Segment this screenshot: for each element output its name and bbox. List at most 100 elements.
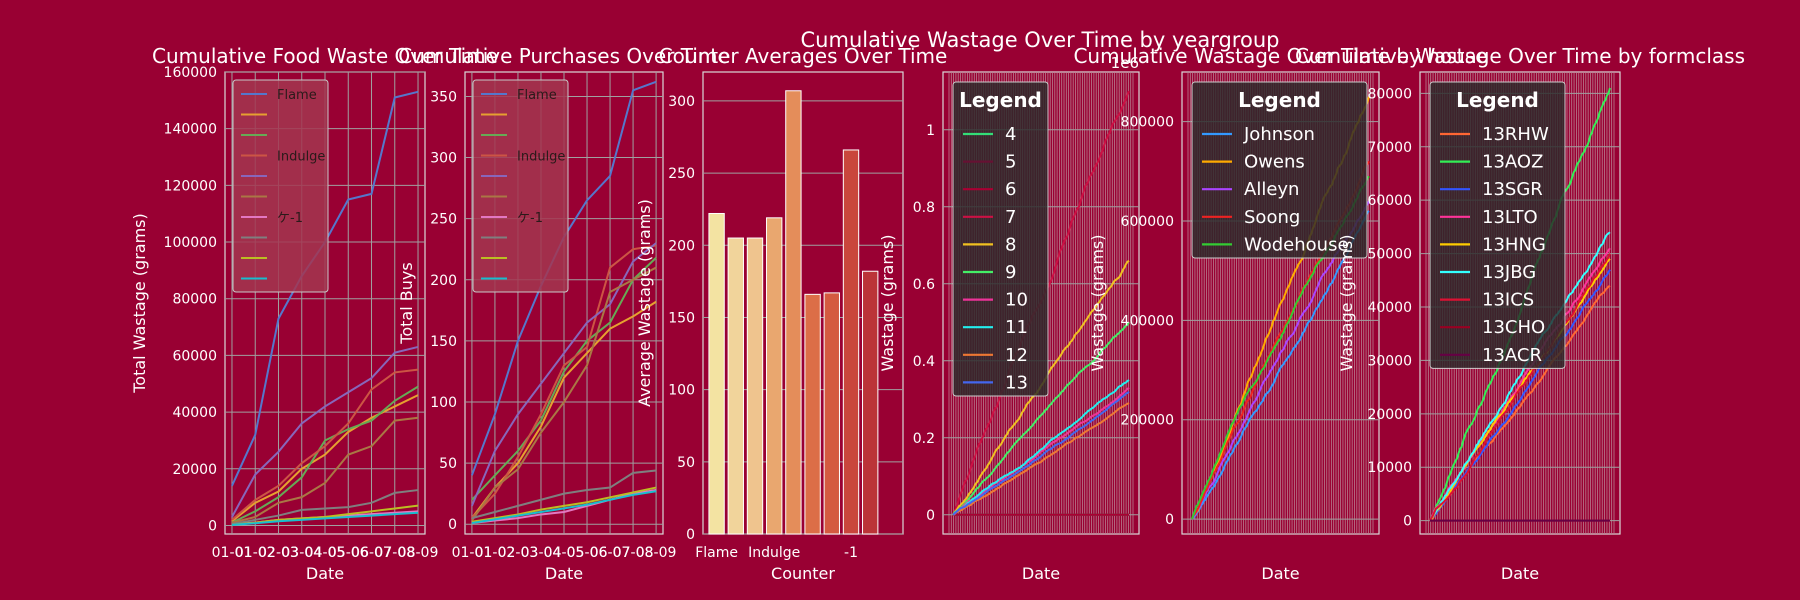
yeargroup-ytick-5: 1 [926, 123, 935, 139]
counter-averages-ytick-3: 150 [668, 310, 695, 326]
food-waste-ytick-6: 120000 [164, 178, 217, 194]
purchases-legend-label-0: Flame [517, 88, 557, 103]
purchases-ytick-4: 200 [430, 273, 457, 289]
formclass-ytick-1: 10000 [1367, 460, 1412, 476]
counter-averages-ytick-6: 300 [668, 94, 695, 110]
food-waste-xlabel: Date [306, 564, 344, 583]
yeargroup-ytick-1: 0.2 [913, 431, 935, 447]
yeargroup-ytick-0: 0 [926, 508, 935, 524]
counter-averages-xtick-7: -1 [844, 545, 858, 561]
formclass-legend-box [1429, 81, 1566, 369]
food-waste-legend-box [232, 79, 329, 293]
yeargroup-legend-label-4: 8 [1005, 234, 1016, 255]
formclass-ytick-2: 20000 [1367, 407, 1412, 423]
house-series-0 [1191, 210, 1370, 520]
food-waste-xtick-5: 05-06 [328, 545, 369, 561]
purchases-xlabel: Date [545, 564, 583, 583]
food-waste-legend-label-6: ケ-1 [277, 211, 303, 226]
counter-averages-bar-8 [862, 270, 879, 535]
yeargroup-series-5 [952, 321, 1130, 516]
formclass-title: Cumulative Wastage Over Time by formclas… [1295, 44, 1745, 68]
yeargroup-legend-label-8: 12 [1005, 345, 1028, 366]
food-waste-xtick-3: 03-04 [281, 545, 322, 561]
food-waste-xtick-2: 02-03 [258, 545, 299, 561]
counter-averages-xtick-0: Flame [695, 545, 738, 561]
counter-averages-bar-7 [842, 149, 860, 535]
formclass-ytick-8: 80000 [1367, 86, 1412, 102]
food-waste-legend-label-0: Flame [277, 88, 317, 103]
house-legend-label-0: Johnson [1243, 124, 1315, 145]
food-waste-series-9 [231, 511, 419, 526]
formclass-ylabel: Wastage (grams) [1337, 234, 1356, 371]
yeargroup-legend-label-7: 11 [1005, 317, 1028, 338]
yeargroup-legend-label-5: 9 [1005, 262, 1016, 283]
food-waste-series-3 [231, 368, 419, 521]
food-waste-title: Cumulative Food Waste Over Time [152, 44, 498, 68]
house-legend-box [1191, 81, 1368, 259]
yeargroup-legend-label-2: 6 [1005, 179, 1016, 200]
yeargroup-series-9 [952, 390, 1130, 516]
yeargroup-legend-label-6: 10 [1005, 290, 1028, 311]
formclass-ytick-4: 40000 [1367, 300, 1412, 316]
yeargroup-legend-label-0: 4 [1005, 124, 1016, 145]
formclass-legend-label-7: 13CHO [1482, 317, 1545, 338]
formclass-ytick-5: 50000 [1367, 247, 1412, 263]
formclass-legend-label-4: 13HNG [1482, 234, 1546, 255]
counter-averages-bar-3 [766, 217, 783, 535]
purchases-legend-label-6: ケ-1 [517, 211, 543, 226]
purchases-ytick-1: 50 [439, 456, 457, 472]
yeargroup-xlabel: Date [1022, 564, 1060, 583]
food-waste-series-2 [231, 385, 419, 524]
house-legend-label-3: Soong [1244, 207, 1300, 228]
counter-averages-ytick-4: 200 [668, 238, 695, 254]
yeargroup-ytick-4: 0.8 [913, 200, 935, 216]
counter-averages-ytick-1: 50 [677, 455, 695, 471]
purchases-ylabel: Total Buys [397, 262, 416, 344]
purchases-series-2 [471, 257, 657, 501]
yeargroup-legend-title: Legend [959, 88, 1042, 112]
food-waste-series-1 [231, 394, 419, 523]
formclass-ytick-7: 70000 [1367, 140, 1412, 156]
yeargroup-series-8 [952, 402, 1130, 516]
food-waste-xtick-4: 04-05 [305, 545, 346, 561]
food-waste-xtick-6: 06-07 [351, 545, 392, 561]
purchases-xtick-6: 06-07 [590, 545, 631, 561]
formclass-xlabel: Date [1501, 564, 1539, 583]
food-waste-series-5 [231, 416, 419, 524]
formclass-legend-label-1: 13AOZ [1482, 152, 1543, 173]
counter-averages-bar-0 [708, 212, 725, 535]
food-waste-ylabel: Total Wastage (grams) [130, 213, 149, 394]
formclass-legend-label-5: 13JBG [1482, 262, 1536, 283]
counter-averages-ytick-2: 100 [668, 383, 695, 399]
purchases-series-9 [471, 490, 657, 524]
counter-averages-ylabel: Average Wastage (grams) [635, 199, 654, 407]
yeargroup-ytick-2: 0.4 [913, 354, 935, 370]
house-xlabel: Date [1261, 564, 1299, 583]
purchases-series-4 [470, 242, 657, 507]
counter-averages-xlabel: Counter [771, 564, 835, 583]
purchases-ytick-5: 250 [430, 212, 457, 228]
yeargroup-legend-label-1: 5 [1005, 152, 1016, 173]
food-waste-xtick-7: 07-08 [374, 545, 415, 561]
house-legend-label-4: Wodehouse [1244, 234, 1349, 255]
counter-averages-bar-1 [727, 237, 744, 535]
purchases-ytick-3: 150 [430, 334, 457, 350]
house-ytick-0: 0 [1165, 512, 1174, 528]
counter-averages-ytick-0: 0 [686, 527, 695, 543]
formclass-legend-label-0: 13RHW [1482, 124, 1549, 145]
food-waste-ytick-3: 60000 [172, 348, 217, 364]
purchases-xtick-5: 05-06 [567, 545, 608, 561]
purchases-xtick-1: 01-02 [475, 545, 516, 561]
purchases-ytick-7: 350 [430, 89, 457, 105]
house-ytick-1: 200000 [1121, 413, 1174, 429]
yeargroup-legend-label-3: 7 [1005, 207, 1016, 228]
purchases-xtick-8: 08-09 [636, 545, 677, 561]
purchases-ytick-2: 100 [430, 395, 457, 411]
purchases-legend-label-3: Indulge [517, 150, 565, 165]
food-waste-xtick-8: 08-09 [398, 545, 439, 561]
purchases-series-1 [471, 300, 657, 519]
purchases-xtick-2: 02-03 [498, 545, 539, 561]
yeargroup-legend-label-9: 13 [1005, 372, 1028, 393]
purchases-title: Cumulative Purchases Over Time [398, 44, 730, 68]
